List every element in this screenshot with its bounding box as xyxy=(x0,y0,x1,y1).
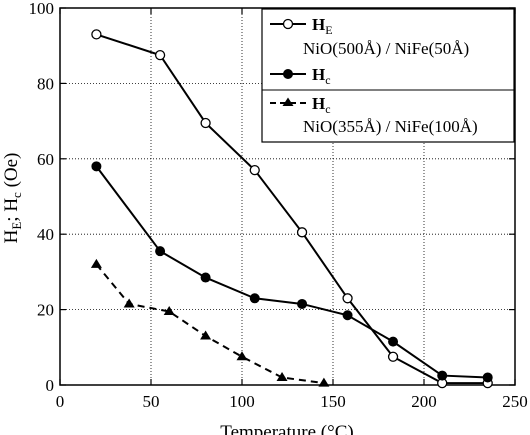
data-point xyxy=(123,298,135,308)
legend-box xyxy=(261,8,515,143)
y-axis-title-tail: (Oe) xyxy=(1,153,22,193)
y-tick-label: 60 xyxy=(37,150,54,169)
data-point xyxy=(91,29,102,40)
x-tick-label: 0 xyxy=(56,392,65,411)
y-tick-label: 40 xyxy=(37,225,54,244)
legend-marker-hc-2 xyxy=(282,97,294,106)
y-axis-title-sub-c: c xyxy=(9,192,24,198)
series-line xyxy=(95,263,325,385)
legend-label-hc-2-main: H xyxy=(312,94,325,113)
data-point xyxy=(276,371,288,381)
x-axis-title: Temperature (°C) xyxy=(220,422,353,435)
data-point xyxy=(200,117,211,129)
series-2 xyxy=(90,258,330,387)
legend-label-he: HE xyxy=(312,15,333,37)
data-point xyxy=(200,272,211,283)
y-tick-label: 80 xyxy=(37,74,54,93)
data-point xyxy=(249,164,260,176)
data-point xyxy=(387,351,399,362)
axis-ticks: 0 50 100 150 200 250 0 20 40 60 80 100 xyxy=(29,0,528,411)
series-line xyxy=(95,165,488,379)
legend-label-hc-1: Hc xyxy=(312,65,331,87)
y-tick-label: 100 xyxy=(29,0,55,18)
data-point xyxy=(155,246,166,257)
legend-label-he-sub: E xyxy=(325,23,332,37)
data-point xyxy=(200,330,212,340)
data-point xyxy=(249,293,260,304)
x-tick-label: 50 xyxy=(143,392,160,411)
legend-marker-hc-1 xyxy=(283,69,293,79)
legend-group-label-1: NiO(500Å) / NiFe(50Å) xyxy=(303,39,469,58)
legend-label-hc-2: Hc xyxy=(312,94,331,116)
y-axis-title-sub-e: E xyxy=(9,222,24,230)
data-point xyxy=(437,370,448,381)
data-point xyxy=(296,227,308,238)
grid xyxy=(60,8,515,385)
data-point xyxy=(163,305,175,315)
x-tick-label: 150 xyxy=(320,392,346,411)
data-point xyxy=(342,310,353,321)
legend-label-he-main: H xyxy=(312,15,325,34)
series-0 xyxy=(91,29,493,389)
data-point xyxy=(90,258,102,268)
legend-marker-he xyxy=(282,18,294,30)
data-point xyxy=(236,351,248,361)
legend-label-hc-1-main: H xyxy=(312,65,325,84)
y-tick-label: 0 xyxy=(46,376,55,395)
svg-text:HE; Hc (Oe): HE; Hc (Oe) xyxy=(1,153,24,244)
series-1 xyxy=(91,161,493,383)
data-point xyxy=(154,49,166,61)
legend: HE NiO(500Å) / NiFe(50Å) Hc Hc NiO(355Å)… xyxy=(261,8,515,143)
y-axis-title-main: H xyxy=(1,229,22,243)
y-axis-title: HE; Hc (Oe) xyxy=(1,153,24,244)
data-point xyxy=(91,161,102,172)
x-tick-label: 200 xyxy=(411,392,437,411)
y-axis-title-mid: ; H xyxy=(1,198,22,222)
legend-label-hc-2-sub: c xyxy=(325,102,330,116)
legend-label-hc-1-sub: c xyxy=(325,73,330,87)
legend-group-label-2: NiO(355Å) / NiFe(100Å) xyxy=(303,117,478,136)
data-point xyxy=(388,336,399,347)
data-point xyxy=(482,372,493,383)
data-point xyxy=(318,377,330,387)
x-tick-label: 250 xyxy=(502,392,528,411)
data-point xyxy=(342,293,353,304)
data-point xyxy=(297,298,308,309)
plot-frame xyxy=(59,7,516,386)
series-layer xyxy=(90,29,493,389)
x-tick-label: 100 xyxy=(229,392,255,411)
y-tick-label: 20 xyxy=(37,301,54,320)
